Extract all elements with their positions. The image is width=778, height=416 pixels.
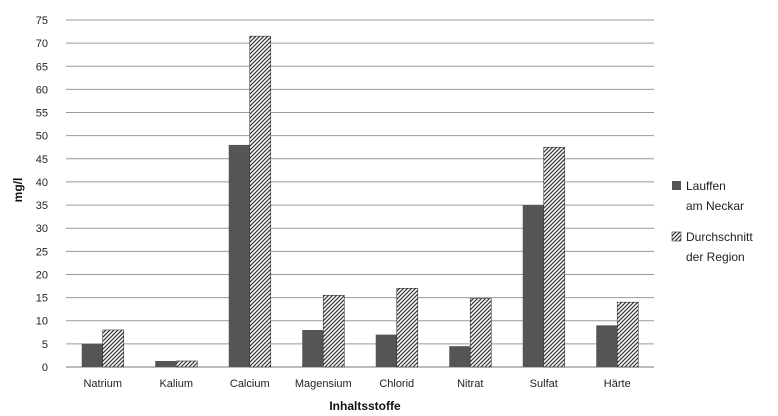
legend-label-line: am Neckar bbox=[686, 199, 744, 213]
bar-lauffen-3 bbox=[302, 329, 324, 367]
legend: Lauffen am Neckar Durchschnitt der Regio… bbox=[671, 179, 753, 264]
bar-durchschnitt-6 bbox=[543, 146, 566, 368]
x-category-labels: Natrium Kalium Calcium Magensium Chlorid Nitr… bbox=[83, 378, 630, 390]
y-tick-label: 25 bbox=[36, 246, 48, 258]
x-category-label: Calcium bbox=[230, 378, 270, 390]
legend-swatch-solid bbox=[672, 181, 681, 190]
gridlines bbox=[66, 19, 654, 368]
bar-durchschnitt-0 bbox=[102, 329, 125, 368]
y-tick-label: 75 bbox=[36, 15, 48, 27]
bar-durchschnitt-3 bbox=[322, 294, 345, 368]
bar-lauffen-4 bbox=[375, 334, 397, 367]
legend-item-lauffen: Lauffen am Neckar bbox=[672, 179, 744, 213]
x-category-label: Natrium bbox=[83, 378, 122, 390]
legend-label-line: Durchschnitt bbox=[686, 230, 753, 244]
bar-lauffen-7 bbox=[596, 325, 618, 367]
x-category-label: Härte bbox=[604, 378, 631, 390]
bar-lauffen-0 bbox=[81, 343, 103, 367]
y-tick-label: 0 bbox=[42, 362, 48, 374]
bar-lauffen-2 bbox=[228, 144, 250, 367]
bar-durchschnitt-7 bbox=[616, 301, 639, 368]
x-category-label: Nitrat bbox=[457, 378, 483, 390]
x-category-label: Chlorid bbox=[379, 378, 414, 390]
y-tick-label: 45 bbox=[36, 154, 48, 166]
legend-label-line: der Region bbox=[686, 250, 745, 264]
x-axis-title: Inhaltsstoffe bbox=[329, 399, 401, 413]
y-tick-label: 55 bbox=[36, 108, 48, 120]
bar-durchschnitt-2 bbox=[249, 35, 272, 368]
bars bbox=[81, 35, 639, 368]
bar-durchschnitt-1 bbox=[175, 360, 198, 368]
legend-item-durchschnitt: Durchschnitt der Region bbox=[671, 230, 753, 264]
y-tick-label: 35 bbox=[36, 200, 48, 212]
y-tick-labels: 0 5 10 15 20 25 30 35 40 45 50 55 60 65 70 75 bbox=[36, 15, 48, 374]
bar-lauffen-6 bbox=[522, 205, 544, 367]
bar-durchschnitt-5 bbox=[469, 298, 492, 368]
bar-durchschnitt-4 bbox=[396, 288, 419, 368]
legend-swatch-hatch bbox=[671, 231, 682, 242]
y-tick-label: 5 bbox=[42, 339, 48, 351]
y-tick-label: 30 bbox=[36, 223, 48, 235]
x-category-label: Magensium bbox=[295, 378, 352, 390]
bar-lauffen-5 bbox=[449, 346, 471, 367]
x-category-label: Kalium bbox=[159, 378, 193, 390]
x-category-label: Sulfat bbox=[530, 378, 558, 390]
bar-lauffen-1 bbox=[155, 360, 177, 367]
y-tick-label: 50 bbox=[36, 131, 48, 143]
y-tick-label: 65 bbox=[36, 61, 48, 73]
y-tick-label: 40 bbox=[36, 177, 48, 189]
y-axis-title: mg/l bbox=[11, 178, 25, 203]
y-tick-label: 20 bbox=[36, 269, 48, 281]
y-tick-label: 60 bbox=[36, 84, 48, 96]
legend-label-line: Lauffen bbox=[686, 179, 726, 193]
y-tick-label: 15 bbox=[36, 293, 48, 305]
y-tick-label: 10 bbox=[36, 316, 48, 328]
y-tick-label: 70 bbox=[36, 38, 48, 50]
